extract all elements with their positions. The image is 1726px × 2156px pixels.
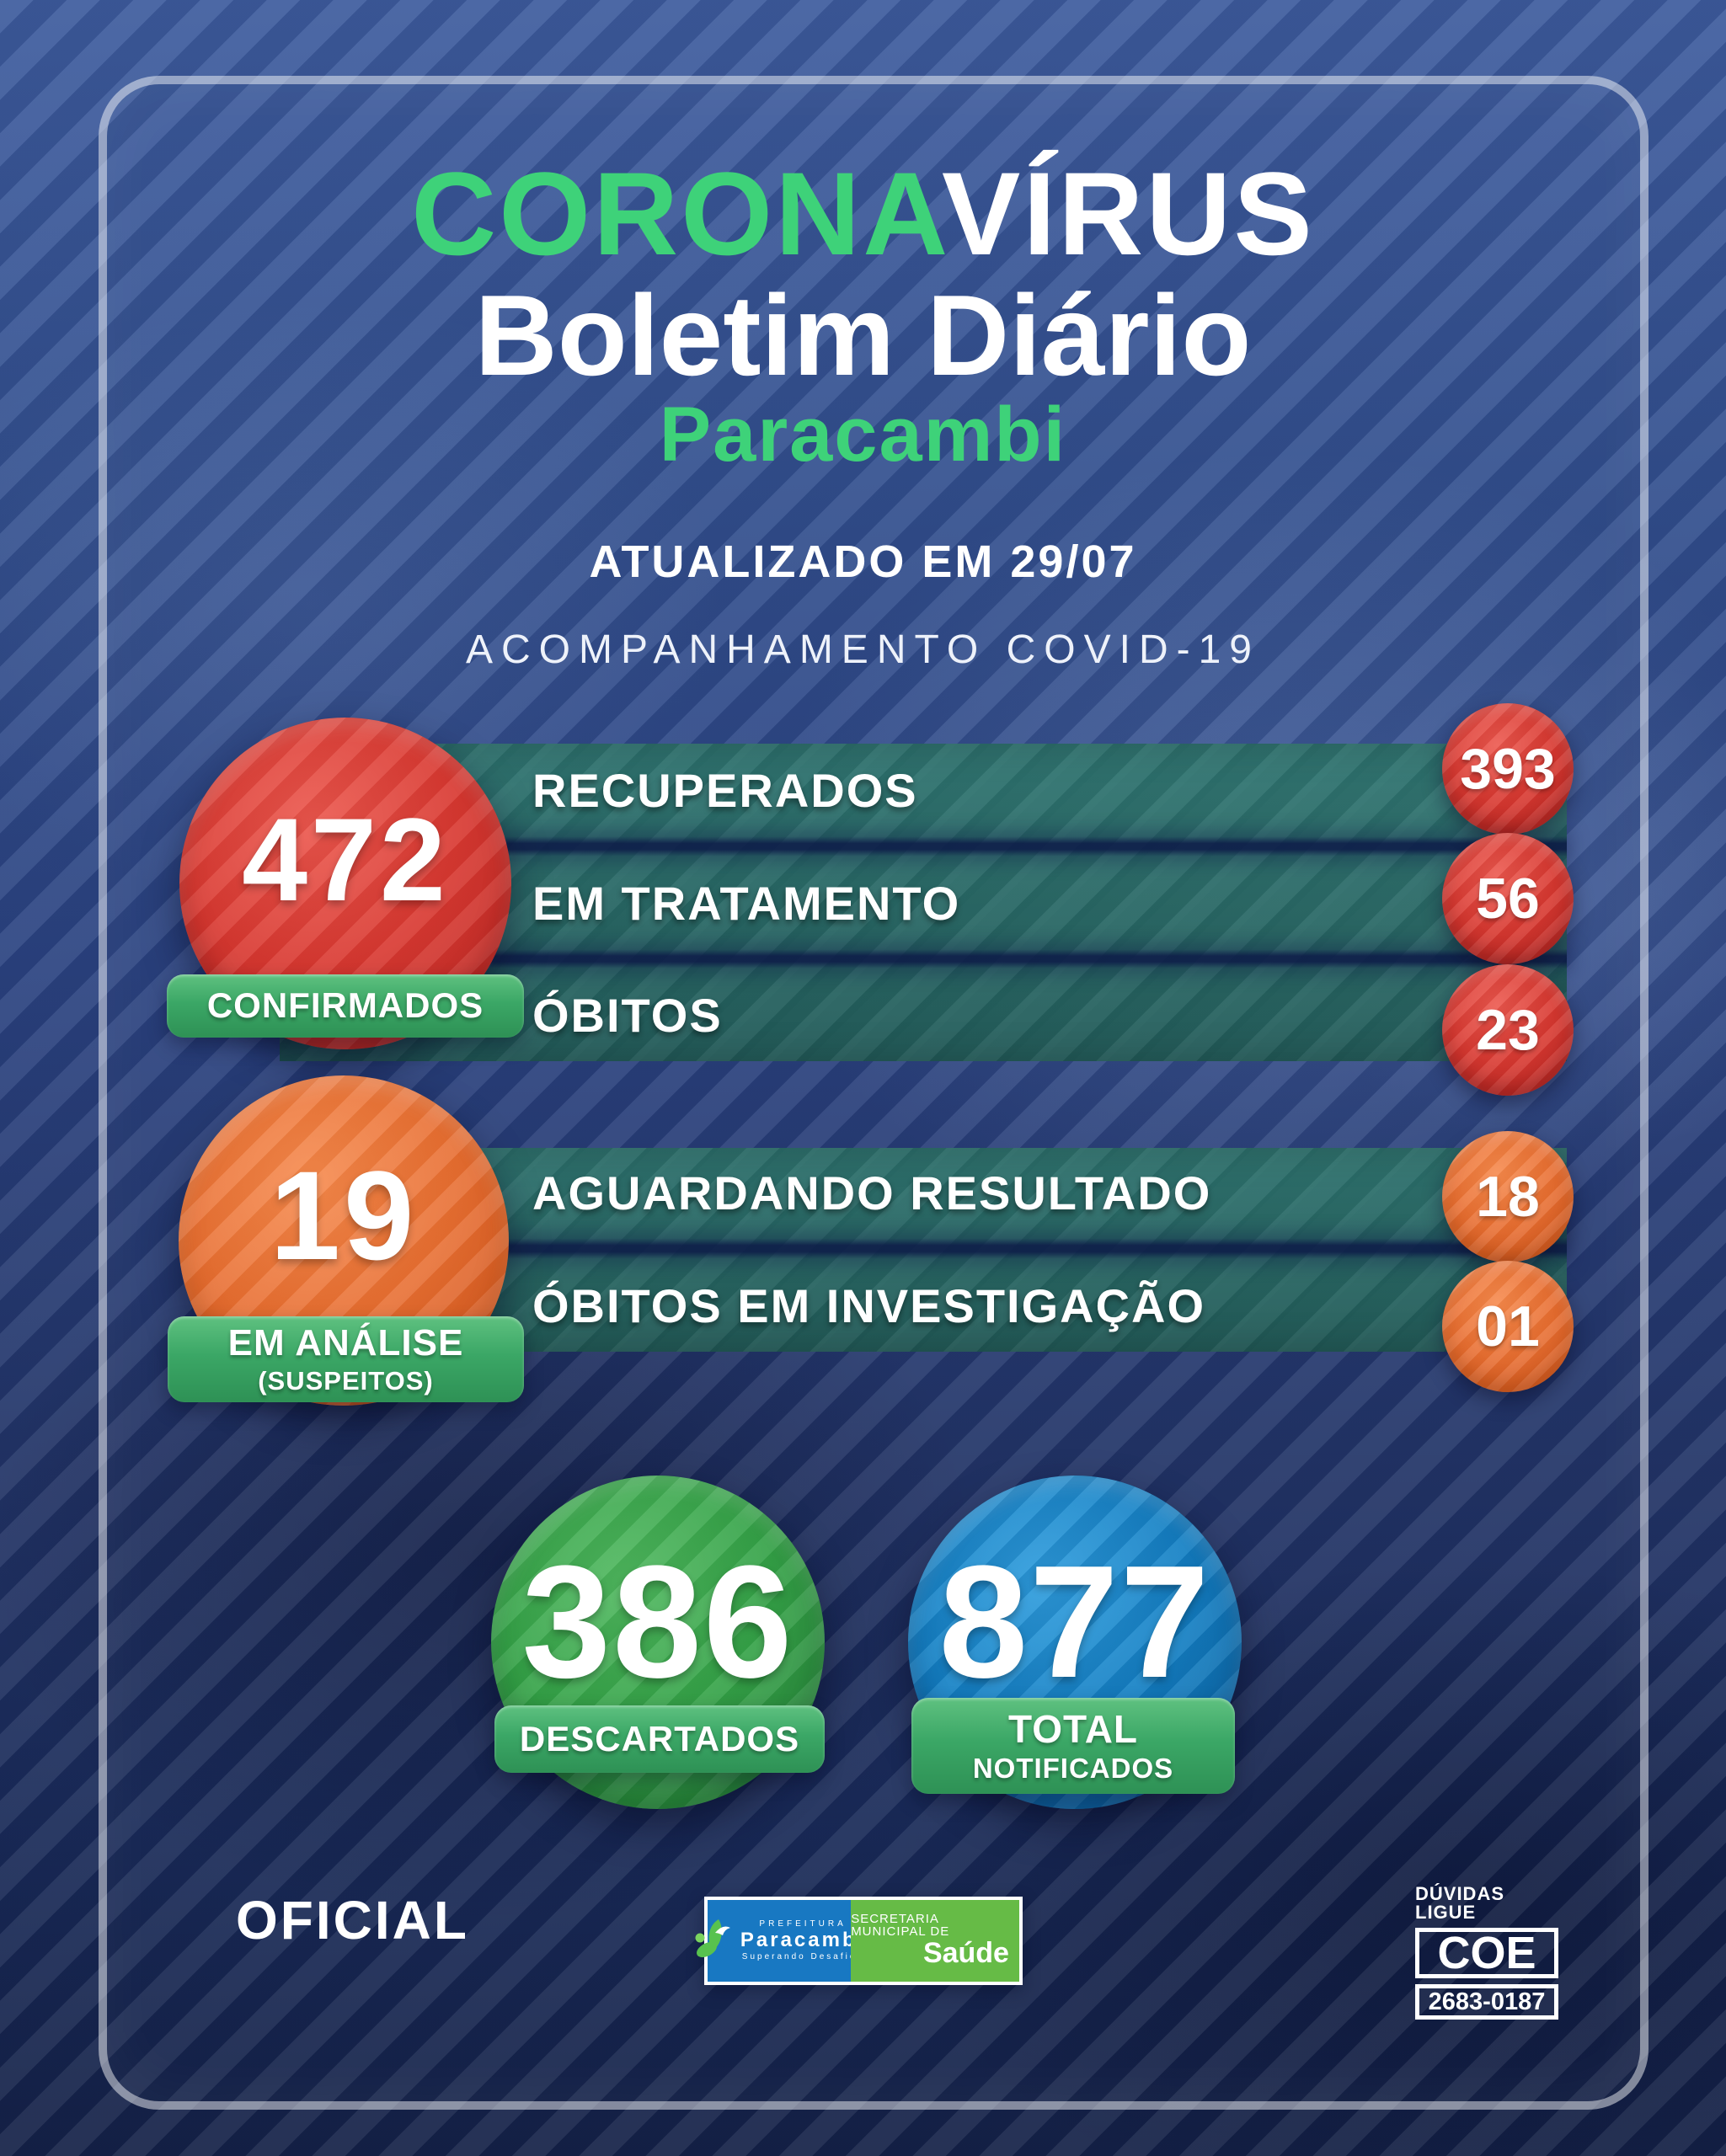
deaths-investigation-value: 01 (1476, 1294, 1540, 1358)
updated-date: ATUALIZADO EM 29/07 (589, 536, 1137, 587)
health-department-name: Saúde (922, 1936, 1009, 1969)
prefeitura-name: Paracambi (740, 1929, 866, 1951)
stat-row-label: EM TRATAMENTO (532, 876, 961, 930)
confirmed-value: 472 (242, 793, 449, 926)
stat-row-label: AGUARDANDO RESULTADO (532, 1166, 1212, 1219)
recovered-value: 393 (1460, 737, 1556, 801)
recovered-value-circle: 393 (1442, 703, 1574, 835)
prefeitura-logo-panel: PREFEITURA Paracambi Superando Desafios (695, 1900, 863, 1982)
coe-phone-number: 2683-0187 (1428, 1988, 1546, 2015)
total-banner-sublabel: NOTIFICADOS (972, 1752, 1174, 1784)
awaiting-result-value: 18 (1476, 1165, 1540, 1229)
band-separator (280, 949, 1567, 969)
total-notified-value: 877 (938, 1533, 1211, 1711)
city-name: Paracambi (659, 392, 1067, 478)
page-title: CORONAVÍRUS (0, 155, 1726, 273)
suspects-banner-label: EM ANÁLISE (227, 1322, 464, 1364)
suspects-banner: EM ANÁLISE (SUSPEITOS) (168, 1316, 524, 1402)
contact-label: DÚVIDAS LIGUE (1415, 1883, 1505, 1923)
stat-row-label: ÓBITOS EM INVESTIGAÇÃO (532, 1278, 1206, 1332)
total-banner-label: TOTAL (1007, 1706, 1139, 1751)
prefeitura-bird-icon (693, 1918, 737, 1965)
in-treatment-value-circle: 56 (1442, 833, 1574, 964)
coe-code: COE (1437, 1928, 1536, 1978)
discarded-value: 386 (521, 1533, 794, 1711)
prefeitura-tagline: Superando Desafios (741, 1952, 864, 1961)
stat-row-in-treatment: EM TRATAMENTO (280, 857, 1567, 949)
stat-row-label: RECUPERADOS (532, 763, 918, 817)
total-notified-banner: TOTAL NOTIFICADOS (911, 1698, 1235, 1794)
health-department-panel: SECRETARIA MUNICIPAL DE Saúde (851, 1900, 1019, 1982)
title-corona: CORONA (411, 147, 942, 280)
awaiting-result-value-circle: 18 (1442, 1131, 1574, 1262)
discarded-banner-label: DESCARTADOS (519, 1718, 800, 1758)
suspects-banner-sublabel: (SUSPEITOS) (258, 1365, 434, 1396)
deaths-value-circle: 23 (1442, 964, 1574, 1096)
discarded-banner: DESCARTADOS (494, 1705, 825, 1773)
in-treatment-value: 56 (1476, 867, 1540, 931)
health-department-label: SECRETARIA MUNICIPAL DE (851, 1911, 950, 1939)
coe-code-box: COE (1415, 1928, 1558, 1978)
confirmed-banner: CONFIRMADOS (167, 974, 524, 1038)
suspects-value: 19 (270, 1144, 418, 1286)
official-label: OFICIAL (236, 1890, 469, 1951)
title-virus: VÍRUS (941, 147, 1315, 280)
tracking-caption: ACOMPANHAMENTO COVID-19 (466, 627, 1260, 672)
coe-phone-box: 2683-0187 (1415, 1984, 1558, 2020)
city-hall-logo: PREFEITURA Paracambi Superando Desafios … (695, 1897, 1023, 1985)
deaths-value: 23 (1476, 998, 1540, 1062)
prefeitura-text-block: PREFEITURA Paracambi Superando Desafios (740, 1920, 865, 1961)
contact-block: DÚVIDAS LIGUE COE 2683-0187 (1415, 1885, 1558, 2020)
confirmed-banner-label: CONFIRMADOS (206, 985, 484, 1026)
page-subtitle: Boletim Diário (474, 271, 1252, 399)
prefeitura-small-label: PREFEITURA (759, 1919, 847, 1929)
stat-row-deaths: ÓBITOS (280, 969, 1567, 1061)
stat-row-label: ÓBITOS (532, 988, 723, 1042)
stat-row-recovered: RECUPERADOS (280, 744, 1567, 836)
stat-row-deaths-under-investigation: ÓBITOS EM INVESTIGAÇÃO (280, 1259, 1567, 1352)
deaths-investigation-value-circle: 01 (1442, 1261, 1574, 1392)
stat-row-awaiting-result: AGUARDANDO RESULTADO (280, 1148, 1567, 1238)
